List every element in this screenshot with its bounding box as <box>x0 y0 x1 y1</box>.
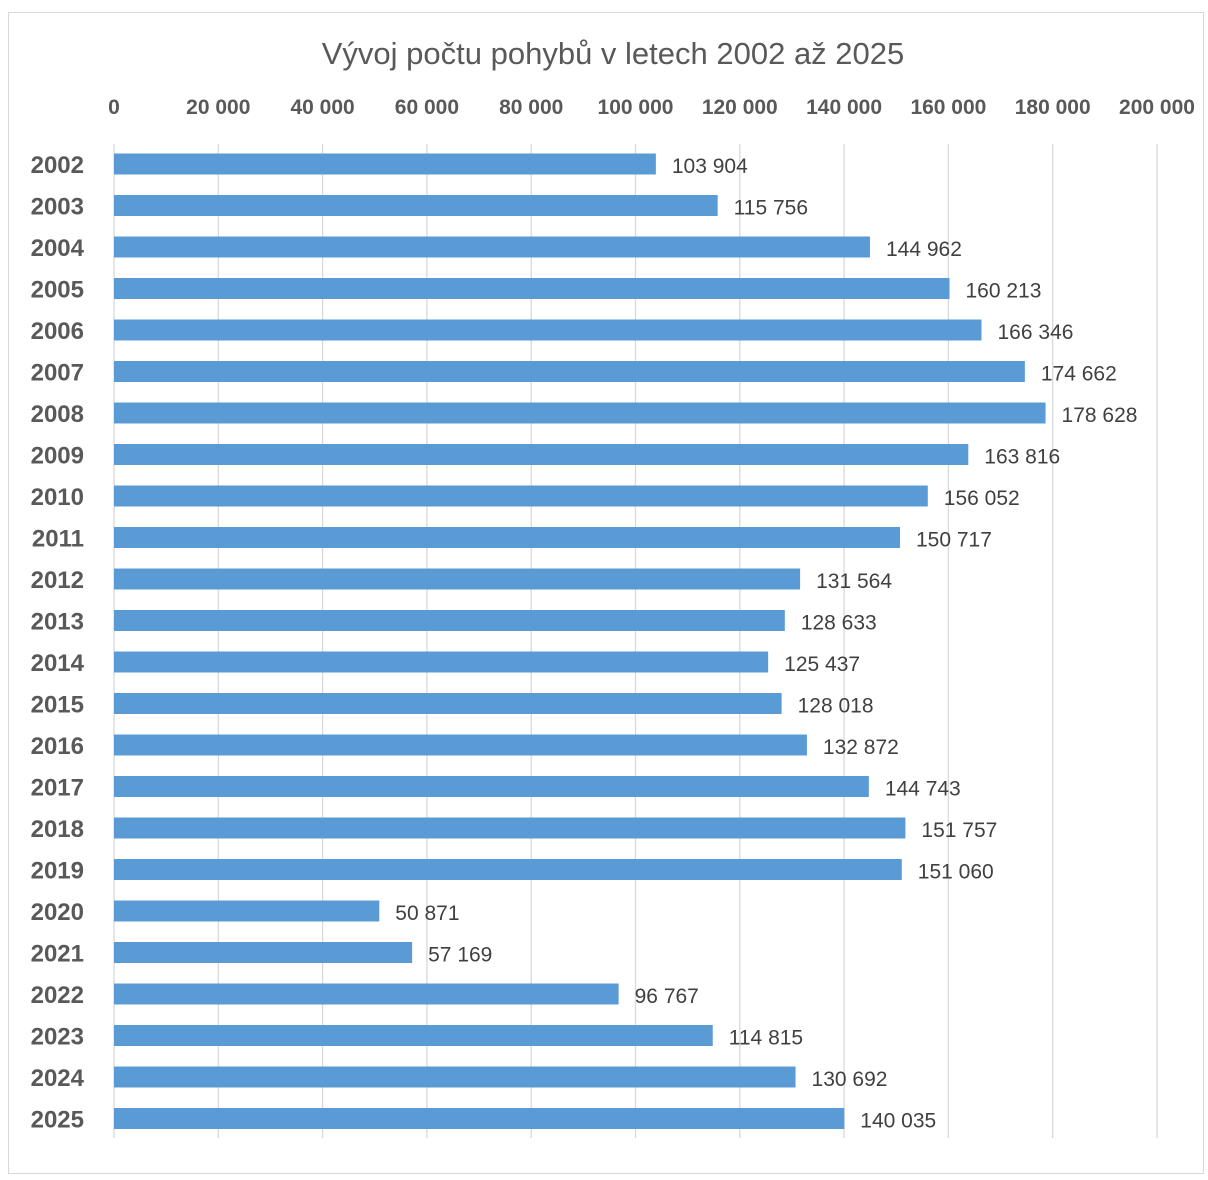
data-label: 140 035 <box>860 1110 936 1133</box>
bar <box>114 444 969 465</box>
data-label: 144 743 <box>885 778 961 801</box>
bar <box>114 1025 713 1046</box>
y-category-label: 2006 <box>31 318 84 345</box>
y-category-label: 2014 <box>31 650 85 677</box>
y-category-label: 2010 <box>31 484 84 511</box>
y-category-label: 2015 <box>31 692 84 719</box>
data-label: 160 213 <box>966 280 1042 303</box>
bar <box>114 361 1025 382</box>
bar <box>114 776 869 797</box>
bar <box>114 983 619 1005</box>
bar <box>114 402 1046 424</box>
data-label: 125 437 <box>784 653 860 676</box>
x-tick-label: 200 000 <box>1119 96 1195 119</box>
data-label: 174 662 <box>1041 363 1117 386</box>
data-label: 128 018 <box>798 695 874 718</box>
y-category-label: 2019 <box>31 858 84 885</box>
y-category-label: 2017 <box>31 775 84 802</box>
bar <box>114 859 902 880</box>
bar <box>114 1066 796 1088</box>
bar <box>114 153 656 175</box>
x-tick-label: 0 <box>108 96 120 119</box>
data-label: 166 346 <box>997 321 1073 344</box>
x-tick-label: 160 000 <box>910 96 986 119</box>
y-category-label: 2020 <box>31 899 84 926</box>
data-label: 132 872 <box>823 736 899 759</box>
y-category-label: 2009 <box>31 443 84 470</box>
x-axis-ticks: 0 20 000 40 000 60 000 80 000 100 000 120 000 1… <box>108 96 1195 119</box>
y-category-label: 2021 <box>31 941 84 968</box>
x-tick-label: 60 000 <box>395 96 459 119</box>
x-tick-label: 40 000 <box>290 96 354 119</box>
bar <box>114 236 870 258</box>
y-category-label: 2025 <box>31 1107 84 1134</box>
bar <box>114 942 413 963</box>
y-category-label: 2005 <box>31 277 84 304</box>
y-category-label: 2004 <box>31 235 85 262</box>
bar <box>114 568 801 590</box>
data-label: 156 052 <box>944 487 1020 510</box>
x-tick-label: 100 000 <box>598 96 674 119</box>
y-category-label: 2022 <box>31 982 84 1009</box>
data-label: 151 757 <box>921 819 997 842</box>
data-label: 151 060 <box>918 861 994 884</box>
x-tick-label: 120 000 <box>702 96 778 119</box>
y-category-label: 2013 <box>31 609 84 636</box>
bar <box>114 817 906 839</box>
data-label: 131 564 <box>816 570 892 593</box>
bar <box>114 900 380 922</box>
y-category-label: 2012 <box>31 567 84 594</box>
y-axis-categories: 2002 2003 2004 2005 2006 2007 2008 2009 2010 2011… <box>31 152 85 1134</box>
x-tick-label: 20 000 <box>186 96 250 119</box>
data-label: 128 633 <box>801 612 877 635</box>
y-category-label: 2008 <box>31 401 84 428</box>
data-label: 57 169 <box>428 944 492 967</box>
x-tick-label: 140 000 <box>806 96 882 119</box>
data-label: 115 756 <box>734 197 808 220</box>
bar <box>114 610 785 631</box>
bars <box>114 153 1046 1129</box>
bar <box>114 527 900 548</box>
bar <box>114 319 982 341</box>
y-category-label: 2023 <box>31 1024 84 1051</box>
bar <box>114 1108 845 1129</box>
data-label: 96 767 <box>635 985 699 1008</box>
data-label: 130 692 <box>812 1068 888 1091</box>
data-label: 150 717 <box>916 529 992 552</box>
data-label: 50 871 <box>395 902 459 925</box>
y-category-label: 2011 <box>32 526 84 553</box>
data-label: 144 962 <box>886 238 962 261</box>
x-tick-label: 80 000 <box>499 96 563 119</box>
y-category-label: 2016 <box>31 733 84 760</box>
y-category-label: 2007 <box>31 360 84 387</box>
data-label: 103 904 <box>672 155 748 178</box>
bar <box>114 734 807 756</box>
bar <box>114 651 769 673</box>
x-tick-label: 180 000 <box>1015 96 1091 119</box>
y-category-label: 2002 <box>31 152 84 179</box>
gridlines <box>113 144 1158 1138</box>
data-label: 114 815 <box>729 1027 803 1050</box>
y-category-label: 2003 <box>31 194 84 221</box>
bar <box>114 195 718 216</box>
data-label: 178 628 <box>1062 404 1138 427</box>
bar <box>114 278 950 299</box>
y-category-label: 2018 <box>31 816 84 843</box>
bar <box>114 485 928 507</box>
bar <box>114 693 782 714</box>
data-label: 163 816 <box>984 446 1060 469</box>
y-category-label: 2024 <box>31 1065 85 1092</box>
chart-title: Vývoj počtu pohybů v letech 2002 až 2025 <box>321 36 905 71</box>
